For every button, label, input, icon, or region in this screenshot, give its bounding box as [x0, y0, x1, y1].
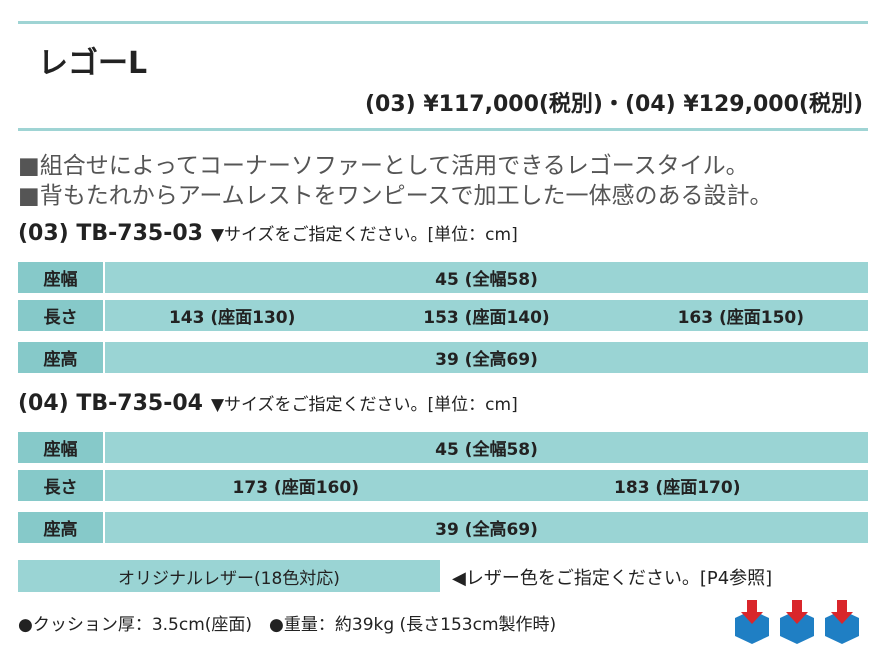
mid-rule [18, 128, 868, 131]
row-label: 長さ [18, 300, 103, 331]
section-heading: (03) TB-735-03 ▼サイズをご指定ください。[単位：cm] [18, 220, 518, 246]
row-label: 座幅 [18, 432, 103, 463]
row-value: 39 (全高69) [435, 350, 538, 370]
description: ■組合せによってコーナーソファーとして活用できるレゴースタイル。 [18, 153, 749, 179]
row-value: 163 (座面150) [677, 308, 805, 328]
row-label: 座高 [18, 512, 103, 543]
row-values: 143 (座面130) 153 (座面140) 163 (座面150) [105, 300, 868, 331]
size-row: 座高 39 (全高69) [18, 342, 868, 373]
row-values: 173 (座面160) 183 (座面170) [105, 470, 868, 501]
row-label: 長さ [18, 470, 103, 501]
model: (04) TB-735-04 [18, 391, 203, 416]
footer: ●クッション厚：3.5cm(座面) ●重量：約39kg (長さ153cm製作時) [18, 615, 557, 635]
row-value: 183 (座面170) [614, 478, 741, 498]
row-value: 39 (全高69) [435, 520, 538, 540]
row-values: 45 (全幅58) [105, 262, 868, 293]
section-heading: (04) TB-735-04 ▼サイズをご指定ください。[単位：cm] [18, 390, 518, 416]
row-label: 座幅 [18, 262, 103, 293]
size-note: ▼サイズをご指定ください。[単位：cm] [210, 225, 518, 245]
price: (03) ¥117,000(税別)・(04) ¥129,000(税別) [364, 92, 863, 117]
model: (03) TB-735-03 [18, 221, 203, 246]
size-note: ▼サイズをご指定ください。[単位：cm] [210, 395, 518, 415]
size-row: 長さ 143 (座面130) 153 (座面140) 163 (座面150) [18, 300, 868, 331]
row-values: 39 (全高69) [105, 512, 868, 543]
leather-note: ◀レザー色をご指定ください。[P4参照] [452, 568, 773, 589]
row-label: 座高 [18, 342, 103, 373]
row-values: 39 (全高69) [105, 342, 868, 373]
icons [735, 600, 859, 644]
leather-label: オリジナルレザー(18色対応) [18, 560, 440, 592]
size-row: 座幅 45 (全幅58) [18, 432, 868, 463]
row-value: 143 (座面130) [168, 308, 296, 328]
size-row: 長さ 173 (座面160) 183 (座面170) [18, 470, 868, 501]
description: ■背もたれからアームレストをワンピースで加工した一体感のある設計。 [18, 183, 773, 209]
top-rule [18, 21, 868, 24]
size-row: 座幅 45 (全幅58) [18, 262, 868, 293]
title: レゴーL [38, 46, 148, 81]
row-values: 45 (全幅58) [105, 432, 868, 463]
row-value: 45 (全幅58) [435, 270, 538, 290]
row-value: 173 (座面160) [232, 478, 359, 498]
size-row: 座高 39 (全高69) [18, 512, 868, 543]
row-value: 45 (全幅58) [435, 440, 538, 460]
row-value: 153 (座面140) [423, 308, 550, 328]
